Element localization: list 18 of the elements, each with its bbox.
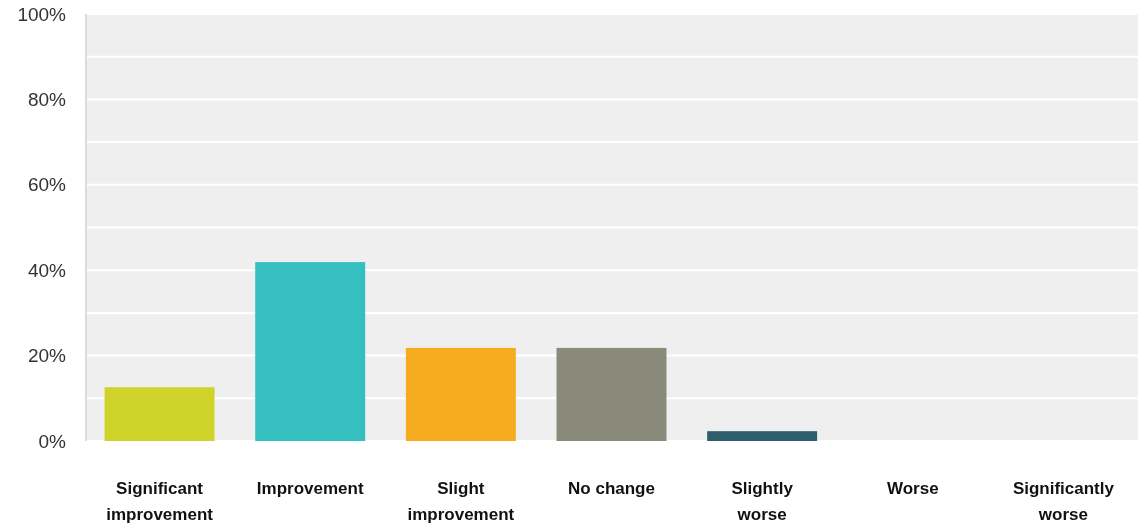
y-tick-label: 100% bbox=[17, 3, 67, 25]
bar bbox=[556, 347, 667, 441]
x-tick-label: Worse bbox=[886, 479, 939, 498]
x-tick-label: Slightly worse bbox=[731, 479, 794, 524]
x-tick-label: Significantly worse bbox=[1012, 479, 1115, 524]
bar bbox=[255, 262, 366, 441]
bar bbox=[707, 431, 818, 441]
bar bbox=[104, 387, 215, 441]
x-tick-label: Slight improvement bbox=[407, 479, 515, 524]
y-tick-label: 60% bbox=[27, 174, 67, 196]
y-tick-label: 80% bbox=[27, 89, 67, 111]
x-tick-label: Improvement bbox=[256, 479, 364, 498]
y-tick-label: 40% bbox=[27, 259, 67, 281]
y-tick-label: 20% bbox=[27, 345, 67, 367]
x-tick-label: Significant improvement bbox=[106, 479, 214, 524]
bar bbox=[405, 347, 516, 441]
x-tick-label: No change bbox=[568, 479, 655, 498]
y-tick-label: 0% bbox=[38, 430, 67, 452]
